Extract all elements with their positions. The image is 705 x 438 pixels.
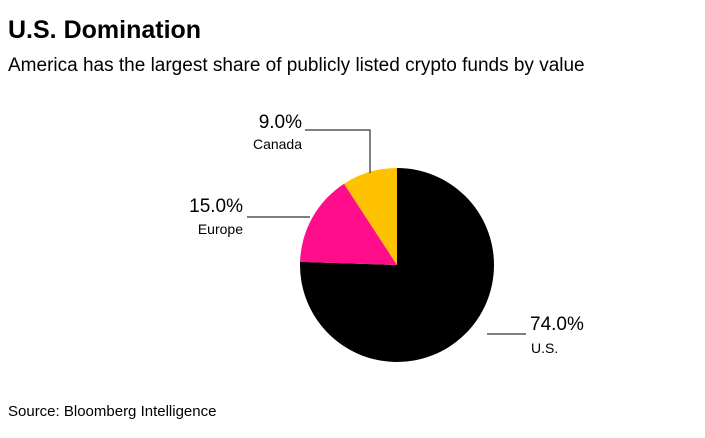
category-label: Canada bbox=[253, 136, 302, 152]
leader-line bbox=[305, 129, 371, 173]
value-label: 9.0% bbox=[259, 112, 302, 133]
chart-subtitle: America has the largest share of publicl… bbox=[8, 55, 585, 76]
pie-slice bbox=[344, 168, 397, 265]
value-label: 15.0% bbox=[189, 196, 243, 217]
chart-title: U.S. Domination bbox=[8, 16, 201, 44]
source: Source: Bloomberg Intelligence bbox=[8, 403, 216, 420]
category-label: Europe bbox=[198, 221, 243, 237]
value-label: 74.0% bbox=[530, 314, 584, 335]
pie-slice bbox=[300, 183, 397, 265]
category-label: U.S. bbox=[531, 340, 558, 356]
